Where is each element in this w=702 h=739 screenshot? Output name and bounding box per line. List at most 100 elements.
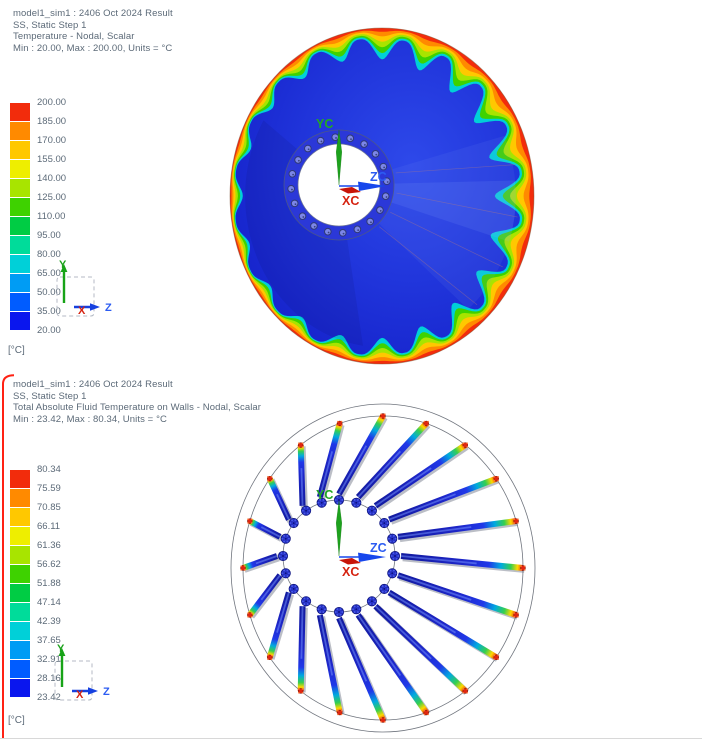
yc-axis-arrow (336, 129, 342, 186)
rosette-dot (386, 587, 389, 591)
rosette-dot (340, 498, 344, 502)
yc-axis-arrow (336, 500, 342, 557)
rosette-center (338, 611, 340, 613)
rosette-center (394, 555, 396, 557)
x-axis-label: X (76, 689, 84, 701)
internal-fin-line (396, 192, 518, 218)
rosette-dot (387, 537, 391, 541)
rosette-dot (301, 509, 305, 513)
rosette-dot (394, 537, 397, 541)
rosette-center (370, 600, 373, 603)
rosette-dot (395, 551, 399, 555)
tube-tip (247, 518, 253, 524)
tube-highlight (388, 591, 457, 634)
bolt-hole (304, 144, 312, 153)
tube-tip-dot (462, 442, 465, 444)
rosette-dot (351, 607, 355, 611)
header-line-model: model1_sim1 : 2406 Oct 2024 Result (13, 379, 173, 390)
tube-tip-dot (524, 569, 526, 571)
bolt-hole-dot (386, 181, 389, 183)
tube-tip-dot (270, 479, 273, 482)
rosette-dot (321, 605, 325, 608)
y-axis-label: Y (57, 643, 65, 655)
header-line-minmax: Min : 20.00, Max : 200.00, Units = °C (13, 42, 173, 54)
tube-tip-dot (337, 713, 339, 716)
tube-tip-dot (462, 446, 465, 448)
tube-tip-dot (493, 476, 496, 478)
tube-tip-dot (513, 616, 516, 618)
header-line-model: model1_sim1 : 2406 Oct 2024 Result (13, 8, 173, 19)
rosette-dot (307, 599, 311, 603)
tube-tip-dot (384, 717, 386, 719)
rosette-dot (282, 540, 286, 543)
rosette-center (391, 572, 394, 575)
viewport-top[interactable]: model1_sim1 : 2406 Oct 2024 Result SS, S… (0, 0, 702, 374)
tube-tip-dot (340, 424, 343, 427)
tube-tip (380, 413, 386, 419)
tube-tip (267, 654, 273, 661)
tube-highlight (374, 467, 432, 507)
legend-band (10, 603, 30, 621)
tube-tip-dot (466, 442, 468, 444)
rosette-center (355, 608, 358, 611)
legend-band (10, 546, 30, 564)
model-view-3d-bottom[interactable]: YC ZC XC Y Z X (0, 374, 702, 739)
rosette-dot (335, 501, 339, 505)
rosette-dot (372, 602, 375, 606)
tube-tip-dot (462, 692, 465, 694)
viewport-bottom[interactable]: model1_sim1 : 2406 Oct 2024 Result SS, S… (0, 374, 702, 739)
bolt-hole (360, 140, 368, 148)
rosette-dot (285, 574, 289, 578)
rosette-dot (353, 498, 357, 502)
legend-tick-label: 47.14 (37, 597, 61, 608)
rosette-dot (293, 584, 297, 588)
tube-tip-dot (423, 424, 426, 427)
tube-tip-dot (493, 658, 496, 660)
z-axis-arrow (88, 687, 98, 695)
active-viewport-border (2, 374, 15, 739)
legend-band (10, 584, 30, 602)
rosette-dot (287, 571, 291, 575)
legend-tick-label: 80.34 (37, 464, 61, 475)
rosette-dot (384, 584, 388, 588)
tube-tip-dot (493, 654, 496, 657)
legend-tick-label: 70.85 (37, 502, 61, 513)
rosette-dot (356, 498, 360, 502)
z-axis-label: Z (103, 686, 110, 698)
tube-tip (247, 612, 253, 618)
tube-tip-dot (337, 709, 339, 712)
legend-tick-label: 200.00 (37, 97, 67, 108)
shading-wedge (245, 120, 363, 346)
tube-tip-dot (517, 616, 519, 618)
model-view-3d-top[interactable]: YC ZC XC Y Z X (0, 0, 702, 374)
legend-tick-label: 80.00 (37, 249, 61, 260)
rosette-dot (367, 599, 371, 603)
rosette-dot (353, 610, 357, 614)
rosette-dot (323, 501, 327, 505)
bolt-hole (287, 184, 295, 193)
rosette-dot (387, 571, 391, 575)
internal-fin-line (379, 226, 478, 306)
rosette-dot (381, 518, 385, 522)
tube-tip-dot (497, 658, 499, 660)
tube-tip-dot (520, 569, 522, 571)
tube-highlight (357, 614, 402, 676)
rosette-dot (358, 501, 361, 505)
rosette-dot (381, 524, 385, 528)
legend-band (10, 198, 30, 216)
legend-band (10, 660, 30, 678)
legend-band (10, 255, 30, 273)
tube-tip (513, 612, 519, 618)
tube-tip-dot (240, 569, 242, 571)
view-orientation-triad[interactable]: Y Z X (54, 643, 110, 701)
rosette-dot (290, 590, 294, 594)
xc-axis-label: XC (342, 194, 359, 208)
rosette-dot (356, 605, 360, 608)
view-orientation-triad[interactable]: Y Z X (56, 259, 112, 317)
rosette-dot (351, 501, 355, 505)
bolt-hole-dot (302, 216, 305, 218)
rosette-dot (283, 551, 287, 555)
rosette-dot (335, 607, 339, 611)
tube-tip-dot (427, 424, 429, 427)
bolt-hole-dot (291, 188, 293, 191)
